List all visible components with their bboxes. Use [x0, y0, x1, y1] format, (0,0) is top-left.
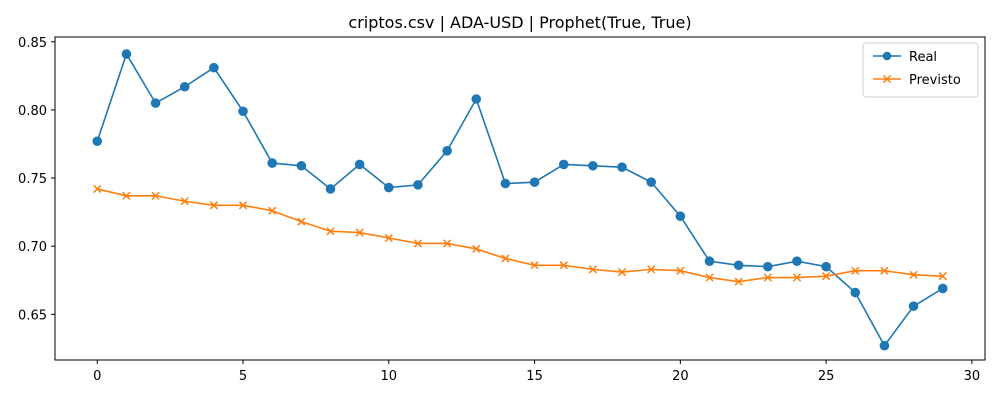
data-point-previsto: [209, 201, 219, 210]
data-point-previsto: [938, 272, 947, 281]
data-point-previsto: [472, 244, 481, 254]
data-point-previsto: [297, 217, 306, 226]
y-tick-label: 0.80: [18, 104, 47, 119]
y-tick-label: 0.85: [18, 36, 47, 51]
legend-marker-previsto: [882, 74, 892, 84]
data-point-previsto: [384, 233, 393, 243]
data-point-previsto: [792, 273, 802, 282]
data-point-previsto: [821, 272, 831, 281]
data-point-real: [471, 94, 482, 104]
data-point-real: [792, 256, 802, 266]
data-point-real: [121, 49, 132, 59]
x-tick-label: 30: [964, 369, 981, 384]
data-point-real: [646, 177, 656, 187]
data-point-previsto: [442, 239, 452, 248]
data-point-previsto: [851, 266, 860, 275]
data-point-previsto: [238, 201, 248, 210]
data-point-real: [821, 261, 831, 272]
data-point-previsto: [122, 191, 131, 200]
x-tick-label: 0: [93, 369, 101, 384]
data-point-real: [763, 261, 773, 272]
data-point-real: [92, 136, 103, 147]
data-point-previsto: [734, 277, 743, 286]
x-tick-label: 15: [526, 369, 543, 384]
data-point-previsto: [763, 273, 772, 282]
legend: Real Previsto: [862, 42, 979, 98]
x-tick-label: 25: [818, 369, 835, 384]
data-point-previsto: [268, 206, 277, 215]
data-point-real: [209, 62, 219, 73]
data-point-previsto: [355, 228, 364, 237]
data-point-real: [588, 160, 598, 171]
chart-title: criptos.csv | ADA-USD | Prophet(True, Tr…: [348, 13, 691, 32]
data-point-previsto: [501, 254, 510, 263]
data-point-real: [179, 81, 190, 92]
data-point-previsto: [180, 197, 189, 206]
y-tick-label: 0.75: [18, 172, 47, 187]
data-point-previsto: [647, 265, 656, 274]
data-point-real: [384, 182, 394, 193]
data-point-real: [617, 162, 627, 172]
y-tick-label: 0.70: [18, 240, 47, 255]
plot-area: [92, 49, 948, 351]
data-point-real: [413, 180, 423, 190]
data-point-real: [150, 98, 161, 108]
legend-label-previsto: Previsto: [909, 73, 961, 88]
data-point-previsto: [880, 266, 889, 275]
data-point-real: [529, 177, 540, 187]
data-point-real: [296, 160, 307, 171]
data-point-real: [267, 158, 277, 168]
data-point-real: [354, 159, 365, 170]
data-point-previsto: [617, 267, 627, 277]
data-point-previsto: [676, 266, 685, 275]
legend-marker-real: [882, 51, 892, 61]
data-point-previsto: [413, 239, 423, 248]
data-point-real: [238, 106, 248, 117]
data-point-real: [325, 184, 336, 194]
axes: 0 5 10 15 20 25 30 0.65 0.70 0.75 0.80 0.85: [18, 36, 986, 384]
data-point-previsto: [93, 184, 102, 194]
data-point-previsto: [530, 261, 539, 270]
data-point-previsto: [151, 191, 160, 200]
x-tick-label: 20: [672, 369, 689, 384]
data-point-previsto: [909, 270, 918, 279]
data-point-real: [937, 283, 948, 294]
data-point-real: [500, 178, 511, 189]
data-point-previsto: [588, 265, 598, 274]
data-point-real: [442, 145, 452, 156]
data-point-real: [675, 211, 686, 222]
data-point-real: [733, 260, 744, 271]
series-line-real: [96, 52, 944, 348]
data-point-real: [908, 301, 919, 311]
data-point-real: [558, 159, 569, 170]
data-point-previsto: [326, 227, 335, 236]
data-point-previsto: [705, 273, 714, 282]
x-tick-label: 5: [239, 369, 247, 384]
data-point-real: [850, 287, 861, 298]
data-point-real: [879, 340, 890, 351]
legend-label-real: Real: [909, 50, 937, 65]
x-tick-label: 10: [381, 369, 398, 384]
series-line-previsto: [97, 188, 943, 283]
axes-frame: [54, 36, 986, 361]
data-point-real: [704, 256, 715, 266]
data-point-previsto: [559, 261, 568, 270]
y-tick-label: 0.65: [18, 308, 47, 323]
